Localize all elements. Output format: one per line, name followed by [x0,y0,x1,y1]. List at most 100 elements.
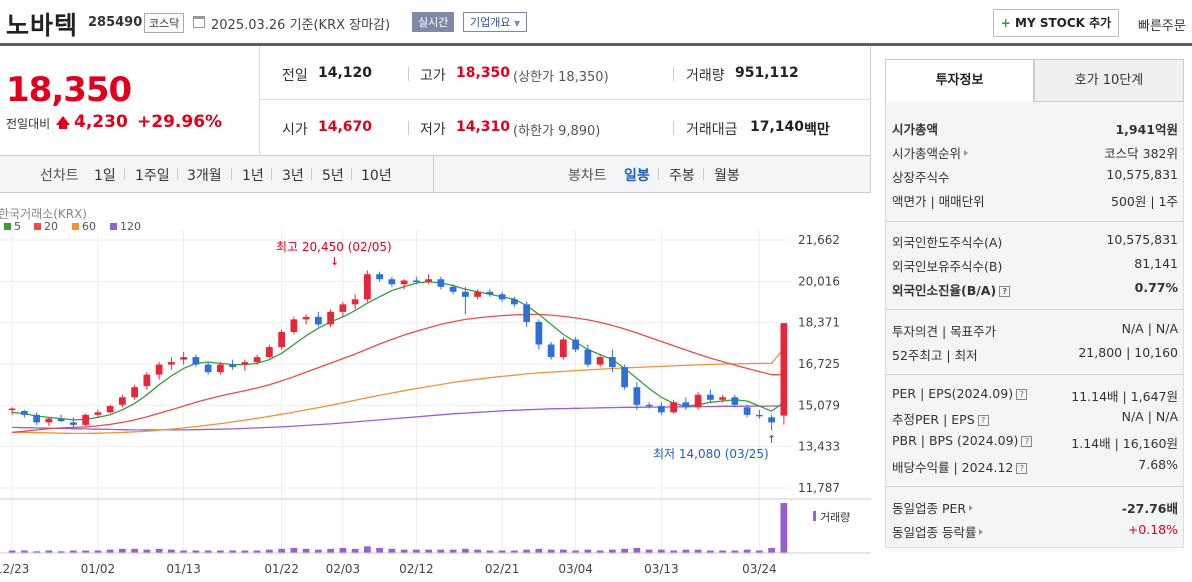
candle-body [155,364,163,375]
industry-rate-row: 동일업종 등락률 +0.18% [892,522,1178,544]
market-cap-row: 시가총액 1,941억원 [892,119,1178,141]
tab-invest-info[interactable]: 투자정보 [885,59,1034,102]
est-per-value: N/A | N/A [1121,409,1178,424]
divider [703,168,704,180]
per-value: 11.14배 | 1,647원 [1071,389,1178,404]
upper-limit: (상한가 18,350) [513,70,609,85]
x-tick-label: 02/12 [399,562,434,576]
chevron-down-icon: ▼ [513,19,521,28]
help-icon[interactable]: ? [1016,463,1028,474]
candle-monthly[interactable]: 월봉 [714,168,740,184]
volume-bar [351,548,359,553]
volume-bar [253,550,261,553]
period-1w[interactable]: 1주일 [135,168,170,184]
period-3y[interactable]: 3년 [282,168,304,184]
period-3m[interactable]: 3개월 [187,168,222,184]
my-stock-label: MY STOCK 추가 [1015,16,1112,30]
y-tick-label: 20,016 [798,274,840,288]
candle-body [707,394,714,400]
volume-bar [21,550,28,553]
cap-rank-value: 코스닥 382위 [1104,146,1178,161]
chevron-right-icon[interactable] [964,150,969,156]
dividend-value: 7.68% [1138,457,1178,472]
candle-body [327,311,334,325]
foreign-hold-label: 외국인보유주식수(B) [892,259,1003,274]
quick-order-link[interactable]: 빠른주문 [1138,19,1186,34]
my-stock-add-button[interactable]: + MY STOCK 추가 [993,9,1119,37]
candle-body [106,406,114,413]
candle-body [217,364,224,373]
market-badge: 코스닥 [144,13,185,33]
est-per-label: 추정PER | EPS [892,412,975,427]
candle-body [486,291,494,295]
opinion-row: 투자의견 | 목표주가 N/A | N/A [892,321,1178,343]
up-arrow-icon: ↑ [767,433,776,446]
candle-chart-label: 봉차트 [568,168,607,184]
help-icon[interactable]: ? [1016,389,1028,400]
legend-swatch [4,223,11,230]
candle-weekly[interactable]: 주봉 [669,168,695,184]
volume-bar [106,549,114,553]
candle-body [131,387,138,398]
volume-bar [633,548,641,553]
volume-bar [645,549,653,553]
x-tick-label: 03/13 [644,562,679,576]
industry-per-label: 동일업종 PER [892,501,967,516]
cap-rank-label: 시가총액순위 [892,146,962,161]
line-chart-label: 선차트 [40,168,79,184]
volume-bar [229,550,236,553]
volume-bar [486,550,494,553]
legend-label: 120 [120,220,141,233]
volume-bar [572,550,579,553]
volume-bar [707,550,714,553]
period-1d[interactable]: 1일 [94,168,116,184]
candle-daily[interactable]: 일봉 [624,168,650,184]
tab-hoga-10[interactable]: 호가 10단계 [1034,59,1184,102]
chevron-right-icon[interactable] [969,505,974,511]
realtime-button[interactable]: 실시간 [412,12,455,32]
price-chart[interactable]: 21,662 20,016 18,371 16,725 15,079 13,433 11,7… [0,193,871,582]
candle-body [511,299,518,305]
candle-body [168,362,175,365]
per-label: PER | EPS(2024.09) [892,386,1014,401]
volume-bar [82,550,89,553]
pbr-row: PBR | BPS (2024.09)? 1.14배 | 16,160원 [892,433,1178,455]
open-value: 14,670 [318,119,373,135]
volume-bars [0,503,871,554]
candle-body [560,339,567,358]
volume-bar [400,549,408,553]
shares-value: 10,575,831 [1106,167,1178,182]
help-icon[interactable]: ? [1021,436,1033,447]
company-overview-button[interactable]: 기업개요 ▼ [463,12,528,32]
volume-bar [266,549,273,553]
foreign-limit-value: 10,575,831 [1106,232,1178,247]
period-10y[interactable]: 10년 [361,168,392,184]
ma5-line [12,281,785,421]
candle-body [143,374,151,386]
help-icon[interactable]: ? [977,415,989,426]
y-tick-label: 11,787 [798,481,840,495]
help-icon[interactable]: ? [999,286,1011,297]
x-tick-label: 02/21 [485,562,520,576]
period-5y[interactable]: 5년 [322,168,344,184]
prev-close-value: 14,120 [318,65,373,81]
volume-bar [57,551,65,553]
divider [673,67,674,81]
chevron-right-icon[interactable] [979,529,984,535]
foreign-ratio-row: 외국인소진율(B/A)? 0.77% [892,280,1178,302]
candle-body [413,280,420,282]
x-tick-label: 12/23 [0,562,29,576]
candle-body [241,362,249,365]
candle-body [376,274,383,280]
candle-body [192,357,200,365]
down-arrow-icon: ↓ [330,255,339,268]
foreign-hold-row: 외국인보유주식수(B) 81,141 [892,256,1178,278]
candle-body [596,357,604,365]
y-tick-label: 21,662 [798,233,840,247]
period-1y[interactable]: 1년 [242,168,264,184]
y-tick-label: 18,371 [798,316,840,330]
candle-body [670,402,677,413]
volume-bar [670,550,677,553]
volume-value: 951,112 [735,65,799,81]
volume-bar [143,549,151,553]
